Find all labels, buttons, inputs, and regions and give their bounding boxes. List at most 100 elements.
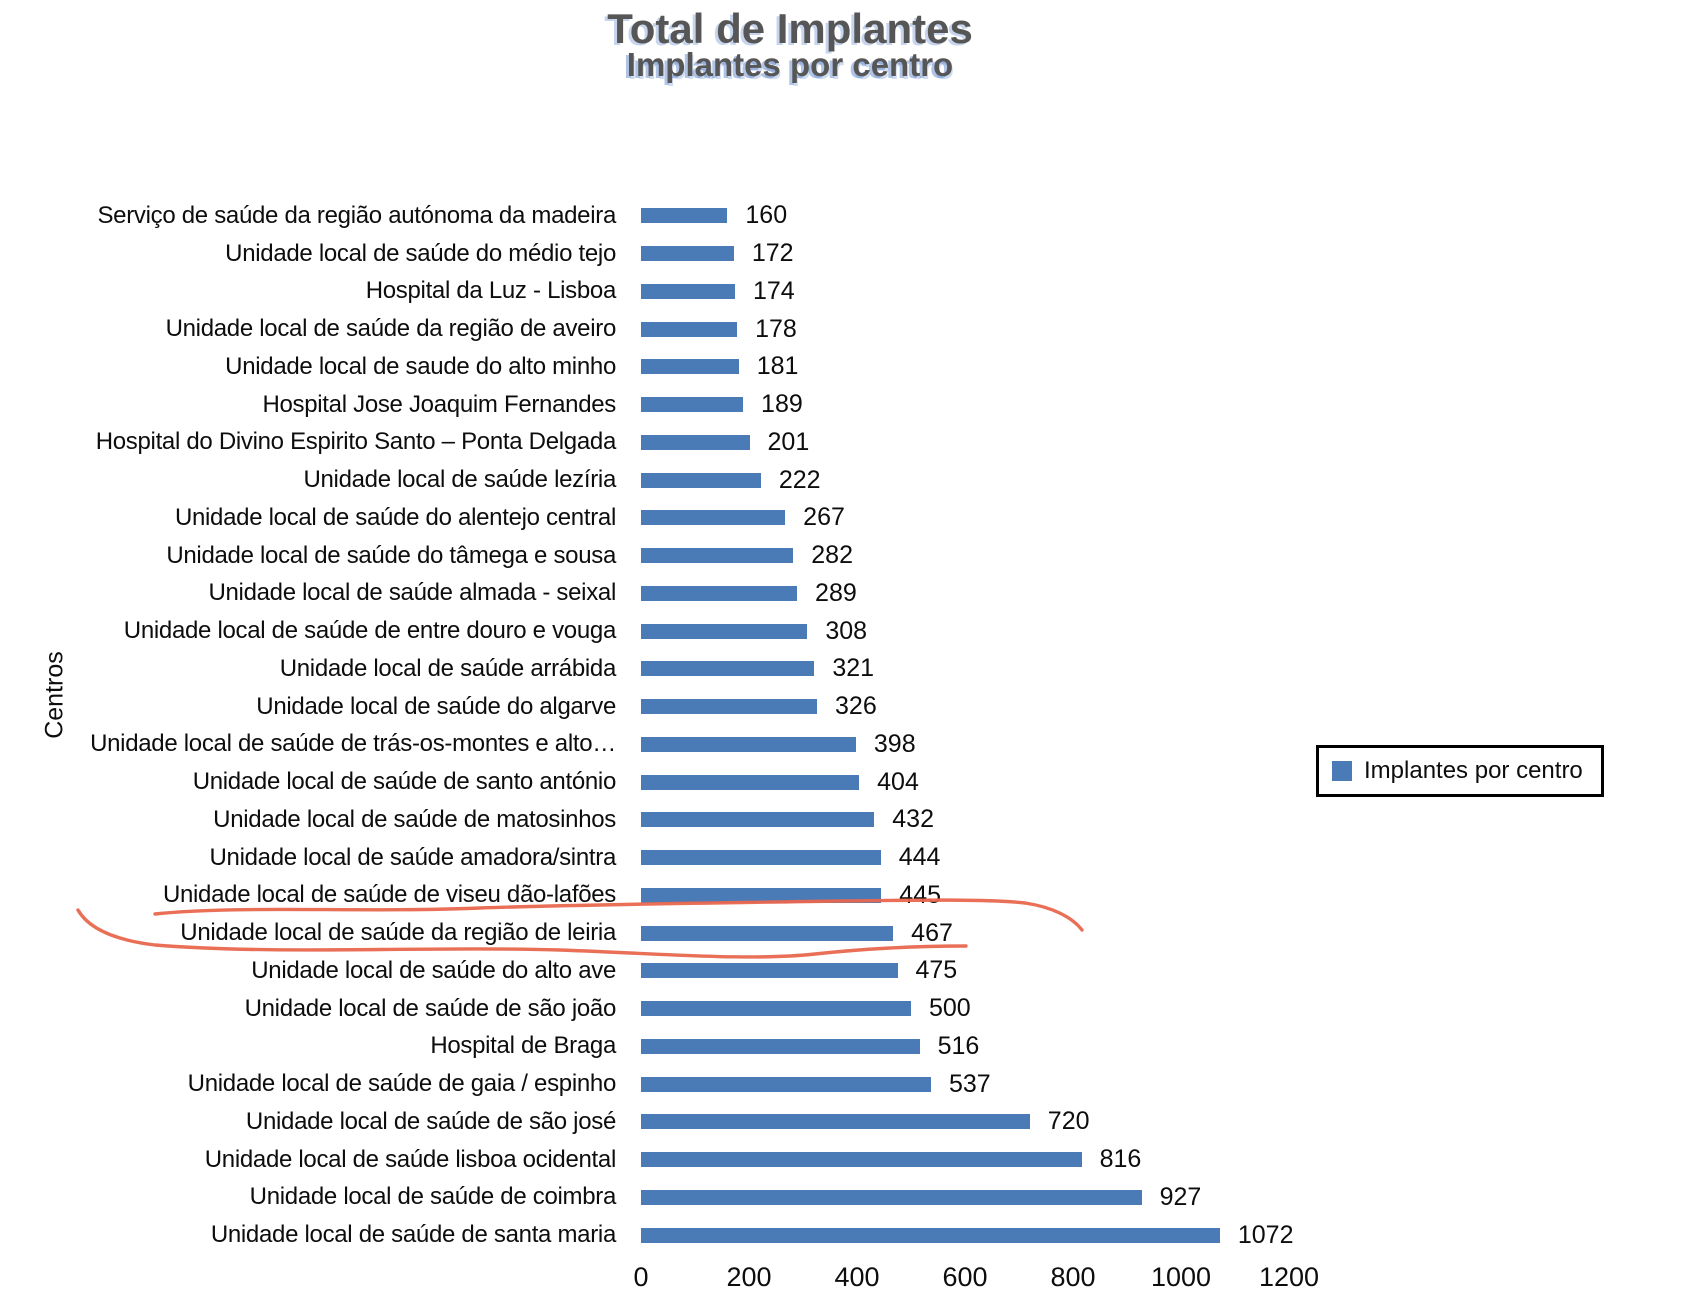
value-label: 267: [803, 503, 845, 532]
bar-row: Unidade local de saúde de santa maria 107…: [0, 1216, 1700, 1254]
category-label: Unidade local de saúde de santo antónio: [192, 768, 617, 796]
category-label: Hospital da Luz - Lisboa: [365, 277, 617, 305]
value-label: 516: [937, 1031, 980, 1060]
category-label: Unidade local de saúde da região de leir…: [180, 919, 616, 947]
bar-row: Unidade local de saúde de são josé 720: [0, 1103, 1700, 1141]
bar: [641, 1114, 1030, 1130]
value-label: 289: [815, 578, 857, 607]
bar-row: Unidade local de saúde da região de avei…: [0, 310, 1700, 348]
bar: [641, 548, 794, 564]
bar-row: Unidade local de saúde de matosinhos 432: [0, 801, 1700, 839]
category-label: Unidade local de saúde de são joão: [244, 994, 617, 1022]
legend-swatch-icon: [1332, 761, 1352, 781]
bar-row: Hospital Jose Joaquim Fernandes 189: [0, 386, 1700, 424]
chart-title: Total de Implantes: [607, 5, 973, 52]
bar-row: Unidade local de saúde do médio tejo 172: [0, 235, 1700, 273]
bar-row: Hospital do Divino Espirito Santo – Pont…: [0, 424, 1700, 462]
category-label: Unidade local de saúde de entre douro e …: [123, 617, 617, 645]
bar-row: Unidade local de saúde de coimbra 927: [0, 1179, 1700, 1217]
category-label: Unidade local de saúde do alentejo centr…: [174, 503, 616, 531]
category-label: Unidade local de saude do alto minho: [225, 352, 616, 380]
value-label: 1072: [1237, 1220, 1294, 1249]
bar-row: Unidade local de saúde do alentejo centr…: [0, 499, 1700, 537]
bar-row: Unidade local de saúde do tâmega e sousa…: [0, 537, 1700, 575]
bar-row: Unidade local de saúde do alto ave 475: [0, 952, 1700, 990]
value-label: 398: [873, 729, 916, 758]
category-label: Unidade local de saúde lezíria: [303, 466, 616, 494]
category-label: Unidade local de saúde de viseu dão-lafõ…: [162, 881, 616, 909]
bar-row: Serviço de saúde da região autónoma da m…: [0, 197, 1700, 235]
category-label: Unidade local de saúde do algarve: [256, 692, 616, 720]
bar: [641, 359, 739, 375]
chart-subtitle: Implantes por centro: [626, 46, 954, 83]
x-tick-label: 0: [633, 1262, 649, 1292]
category-label: Unidade local de saúde de são josé: [245, 1107, 616, 1135]
bar-row: Unidade local de saúde lezíria 222: [0, 461, 1700, 499]
bar-row: Unidade local de saúde amadora/sintra 444: [0, 839, 1700, 877]
category-label: Unidade local de saúde do alto ave: [251, 956, 616, 984]
bar: [641, 1001, 911, 1017]
bar: [641, 434, 750, 450]
category-label: Unidade local de saúde da região de avei…: [165, 315, 617, 343]
category-label: Hospital do Divino Espirito Santo – Pont…: [95, 428, 617, 456]
value-label: 500: [929, 994, 971, 1023]
value-label: 444: [898, 843, 941, 872]
value-label: 432: [892, 805, 934, 834]
bar: [641, 963, 898, 979]
value-label: 160: [745, 201, 788, 230]
value-label: 201: [767, 427, 810, 456]
bar: [641, 397, 744, 413]
value-label: 222: [778, 465, 821, 494]
category-label: Serviço de saúde da região autónoma da m…: [97, 201, 616, 229]
bar-row: Hospital de Braga 516: [0, 1028, 1700, 1066]
category-label: Hospital de Braga: [430, 1032, 616, 1060]
bar-row: Unidade local de saúde de gaia / espinho…: [0, 1065, 1700, 1103]
value-label: 537: [948, 1069, 991, 1098]
bar-row: Unidade local de saúde de viseu dão-lafõ…: [0, 877, 1700, 915]
value-label: 181: [756, 352, 799, 381]
value-label: 178: [755, 314, 797, 343]
value-label: 282: [811, 541, 853, 570]
category-label: Unidade local de saúde almada - seixal: [208, 579, 616, 607]
bar: [641, 1189, 1142, 1205]
value-label: 467: [911, 918, 953, 947]
bar: [641, 246, 734, 262]
legend-label: Implantes por centro: [1364, 757, 1583, 784]
bar: [641, 1152, 1082, 1168]
value-label: 720: [1047, 1107, 1090, 1136]
bar: [641, 887, 882, 903]
bar: [641, 699, 818, 715]
bar: [641, 1227, 1220, 1243]
bar-row: Unidade local de saude do alto minho 181: [0, 348, 1700, 386]
bar-row: Unidade local de saúde de entre douro e …: [0, 612, 1700, 650]
category-label: Unidade local de saúde lisboa ocidental: [204, 1145, 617, 1173]
bar: [641, 472, 761, 488]
value-label: 816: [1099, 1145, 1142, 1174]
x-tick-label: 1000: [1150, 1262, 1212, 1292]
x-tick-label: 200: [726, 1262, 772, 1292]
x-tick-label: 600: [942, 1262, 988, 1292]
bar: [641, 208, 728, 224]
title-block: Total de Implantes Implantes por centro: [0, 5, 1580, 83]
x-axis: 0 200 400 600 800 1000 1200: [0, 1262, 1700, 1298]
bar: [641, 623, 808, 639]
bar-row: Hospital da Luz - Lisboa 174: [0, 273, 1700, 311]
x-tick-label: 400: [834, 1262, 880, 1292]
value-label: 404: [877, 767, 919, 796]
value-label: 475: [915, 956, 958, 985]
bar-row: Unidade local de saúde do algarve 326: [0, 688, 1700, 726]
value-label: 189: [761, 390, 803, 419]
category-label: Unidade local de saúde do médio tejo: [225, 239, 616, 267]
value-label: 445: [899, 880, 942, 909]
bar: [641, 1038, 920, 1054]
bar: [641, 850, 881, 866]
category-label: Unidade local de saúde arrábida: [279, 654, 617, 682]
value-label: 927: [1159, 1182, 1202, 1211]
value-label: 172: [751, 239, 794, 268]
x-tick-label: 800: [1050, 1262, 1096, 1292]
category-label: Unidade local de saúde de gaia / espinho: [187, 1070, 617, 1098]
bar-row: Unidade local de saúde de trás-os-montes…: [0, 726, 1700, 764]
legend: Implantes por centro: [1316, 745, 1604, 797]
bar: [641, 585, 798, 601]
